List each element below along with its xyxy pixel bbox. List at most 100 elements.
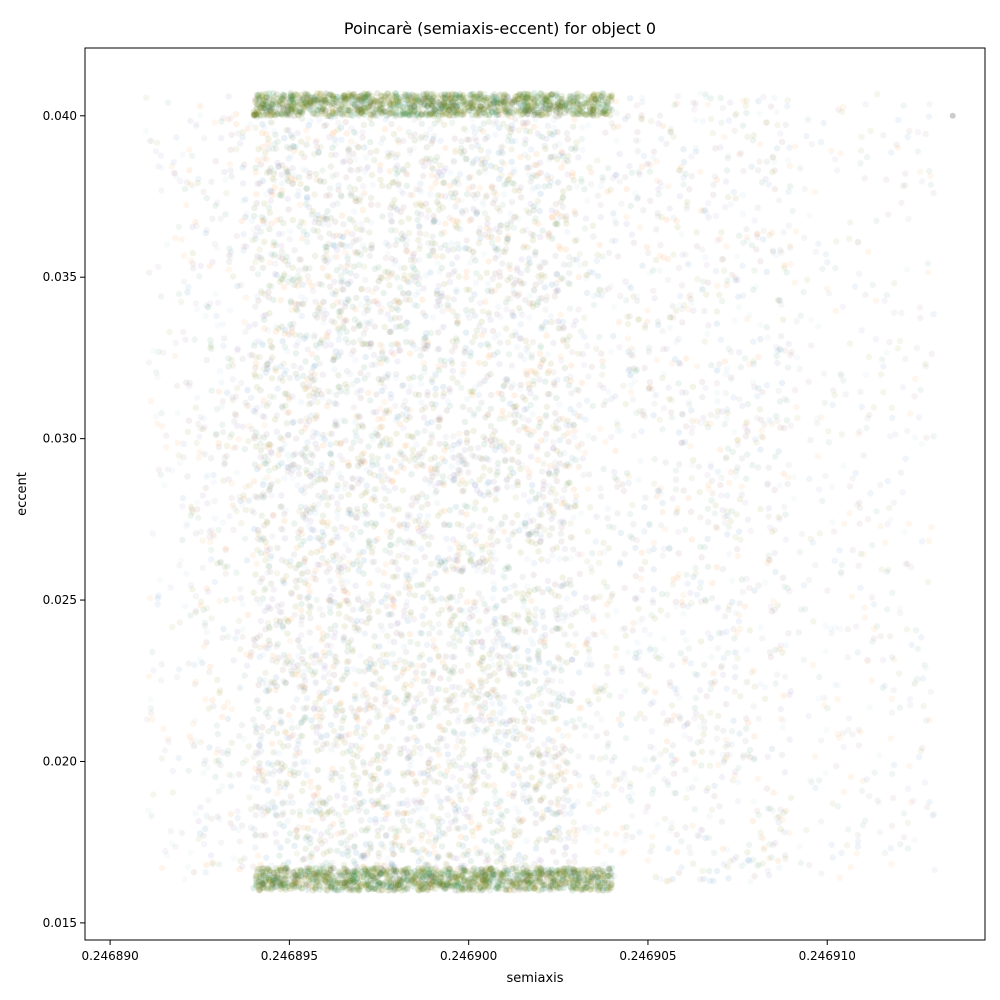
scatter-point — [548, 318, 555, 326]
scatter-point — [299, 732, 306, 740]
scatter-point — [807, 437, 814, 444]
scatter-point — [336, 556, 344, 564]
scatter-point — [207, 852, 215, 859]
scatter-point — [779, 649, 786, 656]
scatter-point — [481, 165, 489, 172]
scatter-point — [328, 430, 336, 437]
scatter-point — [926, 798, 933, 806]
scatter-point — [388, 217, 395, 225]
scatter-point — [546, 470, 553, 477]
scatter-point — [717, 446, 724, 453]
scatter-point — [182, 379, 190, 386]
scatter-point — [277, 719, 285, 727]
scatter-point — [497, 855, 504, 863]
scatter-point — [403, 412, 411, 419]
scatter-point — [719, 671, 727, 678]
scatter-point — [517, 321, 524, 328]
scatter-point — [584, 271, 591, 279]
scatter-point — [771, 94, 778, 102]
scatter-point — [373, 734, 380, 741]
scatter-point — [341, 485, 348, 492]
scatter-point — [880, 132, 887, 139]
scatter-point — [239, 626, 247, 633]
scatter-point — [319, 371, 327, 378]
scatter-point — [385, 149, 392, 156]
scatter-point — [657, 484, 664, 492]
scatter-point — [479, 546, 486, 553]
scatter-point — [870, 635, 878, 642]
scatter-point — [575, 772, 582, 779]
scatter-point — [505, 565, 513, 572]
scatter-point — [377, 341, 384, 348]
scatter-point — [626, 95, 634, 102]
scatter-point — [696, 584, 704, 592]
scatter-point — [565, 732, 572, 739]
scatter-point — [599, 876, 606, 884]
scatter-point — [737, 693, 744, 700]
scatter-point — [203, 628, 210, 636]
scatter-point — [883, 349, 890, 356]
scatter-point — [724, 863, 731, 870]
scatter-point — [561, 545, 569, 553]
scatter-point — [851, 283, 859, 290]
scatter-point — [771, 527, 778, 534]
scatter-point — [224, 389, 231, 396]
scatter-point — [805, 861, 813, 869]
scatter-point — [777, 705, 784, 713]
scatter-point — [376, 657, 384, 664]
scatter-point — [422, 231, 430, 238]
scatter-point — [883, 606, 891, 613]
scatter-point — [242, 483, 249, 491]
scatter-point — [776, 482, 783, 489]
scatter-point — [651, 295, 658, 302]
scatter-point — [718, 474, 725, 482]
scatter-point — [790, 495, 798, 502]
scatter-point — [724, 512, 731, 520]
scatter-point — [727, 469, 735, 476]
scatter-point — [627, 382, 635, 389]
scatter-point — [803, 132, 810, 140]
scatter-point — [660, 710, 667, 717]
scatter-point — [672, 467, 680, 474]
scatter-point — [654, 821, 661, 828]
scatter-point — [680, 591, 687, 599]
scatter-point — [640, 207, 647, 214]
scatter-point — [666, 324, 674, 331]
scatter-point — [731, 688, 738, 695]
scatter-point — [167, 584, 174, 591]
scatter-point — [584, 342, 591, 350]
scatter-point — [772, 646, 779, 654]
scatter-point — [186, 733, 194, 740]
scatter-point — [225, 116, 232, 123]
scatter-point — [666, 205, 673, 212]
scatter-point — [663, 140, 670, 148]
scatter-point — [697, 826, 704, 834]
scatter-point — [446, 182, 453, 189]
scatter-point — [470, 427, 477, 434]
scatter-point — [869, 638, 876, 645]
scatter-point — [584, 197, 591, 204]
scatter-point — [751, 587, 758, 594]
scatter-point — [593, 710, 601, 717]
scatter-point — [433, 290, 440, 297]
scatter-point — [362, 276, 369, 284]
scatter-point — [612, 172, 619, 179]
scatter-point — [584, 697, 592, 705]
scatter-point — [420, 621, 427, 628]
scatter-point — [822, 472, 829, 480]
scatter-point — [511, 169, 518, 176]
scatter-point — [202, 484, 209, 492]
scatter-point — [552, 490, 559, 498]
scatter-point — [250, 716, 257, 723]
scatter-point — [445, 111, 452, 119]
scatter-point — [394, 833, 401, 840]
scatter-point — [437, 508, 444, 516]
scatter-point — [704, 279, 712, 286]
scatter-point — [444, 812, 451, 819]
scatter-point — [245, 323, 253, 330]
scatter-point — [594, 251, 601, 258]
scatter-point — [470, 832, 477, 839]
scatter-point — [793, 318, 800, 325]
scatter-point — [880, 363, 887, 370]
scatter-point — [449, 260, 456, 268]
